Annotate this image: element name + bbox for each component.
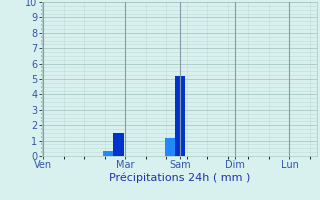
X-axis label: Précipitations 24h ( mm ): Précipitations 24h ( mm ) — [108, 173, 250, 183]
Bar — [175, 76, 185, 156]
Bar — [165, 138, 175, 156]
Bar — [103, 151, 113, 156]
Bar — [113, 133, 124, 156]
